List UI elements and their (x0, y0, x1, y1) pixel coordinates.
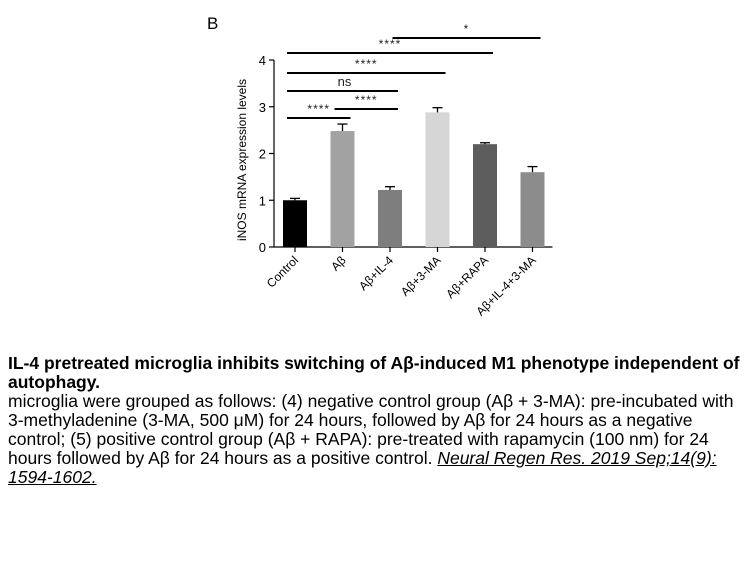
bar-chart: B iNOS mRNA expression levels 0 1 2 3 4 Contr… (207, 14, 553, 318)
y-axis-label: iNOS mRNA expression levels (235, 79, 249, 241)
y-tick-label: 4 (259, 53, 266, 68)
bar (425, 112, 450, 247)
y-tick-label: 1 (259, 193, 266, 208)
x-tick-label: Control (264, 253, 301, 290)
significance-label: ns (338, 74, 352, 89)
x-tick-label: Aβ+RAPA (443, 253, 491, 301)
x-tick-label: Aβ+IL-4 (356, 253, 396, 293)
bar (520, 172, 545, 247)
y-tick-label: 0 (259, 240, 266, 255)
significance-label: **** (355, 57, 378, 71)
panel-label: B (207, 14, 218, 33)
x-tick-label: Aβ (328, 253, 349, 274)
x-tick-label: Aβ+3-MA (398, 253, 444, 299)
bar (330, 131, 355, 247)
significance-label: * (464, 22, 470, 36)
figure-caption: IL-4 pretreated microglia inhibits switc… (8, 354, 748, 487)
caption-body: microglia were grouped as follows: (4) n… (8, 391, 734, 468)
caption-title: IL-4 pretreated microglia inhibits switc… (8, 353, 740, 392)
significance-label: **** (379, 37, 402, 51)
y-tick-label: 3 (259, 100, 266, 115)
bar (283, 200, 307, 247)
significance-label: **** (307, 102, 330, 116)
bar (378, 189, 402, 247)
significance-label: **** (355, 93, 378, 107)
bar (473, 144, 497, 247)
caption-citation: Neural Regen Res. 2019 Sep;14(9): 1594-1… (8, 448, 717, 487)
y-tick-label: 2 (259, 147, 266, 162)
